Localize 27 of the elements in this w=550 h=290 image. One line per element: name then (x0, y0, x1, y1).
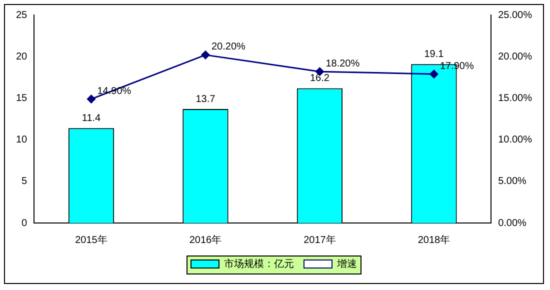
y-tick-label: 25 (16, 10, 28, 21)
data-label: 13.7 (196, 94, 216, 105)
data-label: 20.20% (211, 42, 246, 53)
y2-tick-label: 10.00% (498, 134, 532, 146)
y2-tick-label: 20.00% (498, 51, 532, 62)
data-label: 19.1 (424, 48, 444, 60)
y2-tick-label: 15.00% (498, 92, 532, 104)
y2-tick-label: 0.00% (498, 218, 527, 229)
x-tick-label: 2016年 (189, 234, 222, 246)
x-tick-label: 2018年 (418, 234, 450, 246)
y-tick-label: 10 (16, 134, 28, 146)
x-tick-label: 2015年 (75, 234, 108, 246)
legend-label: 市场规模：亿元 (224, 258, 294, 270)
point (430, 70, 438, 78)
point (201, 50, 210, 60)
y2-tick-label: 25.00% (498, 10, 532, 21)
y-tick-label: 20 (16, 51, 28, 62)
data-label: 18.20% (326, 58, 360, 70)
y-tick-label: 15 (16, 92, 28, 104)
point (86, 94, 96, 104)
x-tick-label: 2017年 (304, 234, 336, 246)
legend-label: 增速 (336, 258, 357, 270)
y2-tick-label: 5.00% (498, 176, 527, 188)
data-label: 11.4 (82, 112, 102, 124)
y-tick-label: 5 (22, 176, 28, 188)
data-label: 16.2 (310, 72, 330, 84)
y-tick-label: 0 (22, 218, 28, 229)
